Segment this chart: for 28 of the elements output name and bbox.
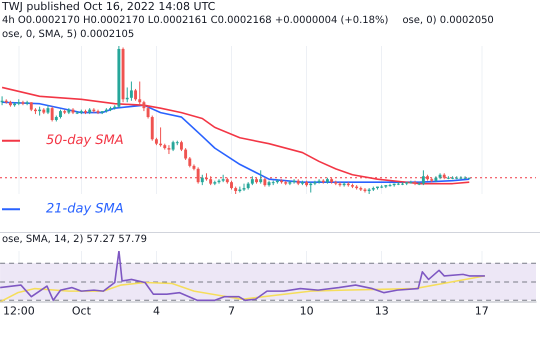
- candlestick: [184, 148, 188, 160]
- candlestick: [196, 166, 200, 184]
- x-tick-label: 7: [228, 304, 236, 318]
- candlestick: [50, 106, 54, 122]
- x-tick-label: Oct: [72, 304, 92, 318]
- candlestick: [130, 81, 133, 102]
- candlestick: [172, 140, 175, 152]
- x-tick-label: 17: [474, 304, 489, 318]
- text: ose, SMA, 14, 2) 57.27 57.79: [2, 233, 147, 247]
- candlestick: [200, 174, 204, 186]
- candlestick: [180, 140, 183, 152]
- candlestick: [134, 88, 138, 102]
- candlestick: [188, 156, 192, 168]
- x-tick-label: 10: [300, 304, 314, 318]
- candlestick: [259, 170, 262, 184]
- text: 4h O0.0002170 H0.0002170 L0.0002161 C0.0002168 +0.0000004 (+0.18%): [2, 14, 388, 28]
- x-tick-label: 4: [152, 304, 160, 318]
- chart-title: TWJ published Oct 16, 2022 14:08 UTC: [1, 0, 216, 14]
- candlestick: [159, 126, 162, 148]
- text: ose, 0) 0.0002050: [402, 14, 494, 28]
- x-tick-label: 13: [374, 304, 389, 318]
- x-tick-label: 12:00: [3, 304, 35, 318]
- candlestick: [146, 106, 150, 120]
- candlestick: [142, 100, 146, 112]
- legend-label: 21-day SMA: [46, 202, 124, 217]
- text: ose, 0, SMA, 5) 0.0002105: [2, 28, 134, 42]
- legend-label: 50-day SMA: [46, 133, 124, 148]
- candlestick: [422, 170, 425, 186]
